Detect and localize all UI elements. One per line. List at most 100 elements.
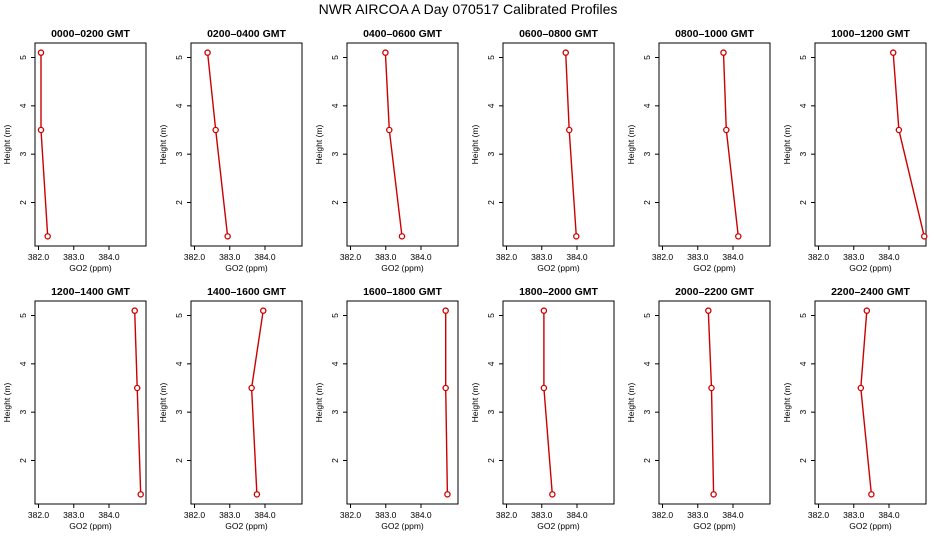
panel-7-data-point	[131, 307, 138, 314]
panel-7-y-tick-label: 3	[18, 410, 28, 415]
panel-8-x-tick-label: 382.0	[184, 510, 206, 520]
panel-9-data-point	[444, 491, 451, 498]
panel-1-y-tick-label: 5	[18, 55, 28, 60]
panel-10-plot-frame	[502, 300, 615, 505]
panel-3-x-tick-label: 383.0	[375, 252, 397, 262]
panel-3-x-tick-label: 384.0	[410, 252, 432, 262]
panel-7-y-axis-label: Height (m)	[2, 383, 12, 423]
panel-11-y-tick-label: 2	[642, 458, 652, 463]
panel-12-data-point	[868, 491, 875, 498]
panel-6-y-tick-label: 2	[798, 200, 808, 205]
panel-10-x-axis-label: GO2 (ppm)	[537, 521, 580, 531]
panel-3-y-axis-label: Height (m)	[314, 125, 324, 165]
panel-2-data-point	[212, 126, 219, 134]
panel-9-series-line	[445, 310, 449, 495]
panel-8-y-tick-label: 3	[174, 410, 184, 415]
panel-11-y-tick-label: 3	[642, 410, 652, 415]
panel-10-y-tick-label: 2	[486, 458, 496, 463]
panel-3-plot-frame	[346, 42, 459, 247]
panel-4-data-point	[573, 233, 580, 240]
panel-10-data-point	[549, 491, 556, 498]
panel-11-y-tick-label: 4	[642, 361, 652, 366]
panel-8-title: 1400–1600 GMT	[207, 286, 286, 298]
panel-9-plot-frame	[346, 300, 459, 505]
panel-9-x-tick-label: 382.0	[340, 510, 362, 520]
panel-1-y-axis-label: Height (m)	[2, 125, 12, 165]
panel-12-x-tick-label: 384.0	[878, 510, 900, 520]
panel-1-plot-frame	[34, 42, 147, 247]
panel-10-y-tick-label: 5	[486, 313, 496, 318]
panel-6-y-tick-label: 5	[798, 55, 808, 60]
panel-3-y-tick-label: 4	[330, 103, 340, 108]
panel-5-y-tick-label: 3	[642, 152, 652, 157]
panel-8-data-point	[259, 307, 267, 314]
panel-8-data-point	[253, 491, 261, 498]
panel-4-x-tick-label: 382.0	[496, 252, 518, 262]
panel-10-x-tick-label: 383.0	[531, 510, 553, 520]
panel-4-x-axis-label: GO2 (ppm)	[537, 263, 580, 273]
panel-6-data-point	[889, 49, 897, 56]
panel-4-plot-frame	[502, 42, 615, 247]
panel-1-y-tick-label: 3	[18, 152, 28, 157]
panel-11-x-tick-label: 382.0	[652, 510, 674, 520]
panel-5-data-point	[720, 49, 727, 56]
panel-11-title: 2000–2200 GMT	[675, 286, 754, 298]
panel-2-x-axis-label: GO2 (ppm)	[225, 263, 268, 273]
panel-5-plot-frame	[658, 42, 771, 247]
panel-5-y-axis-label: Height (m)	[626, 125, 636, 165]
panel-6-x-tick-label: 382.0	[808, 252, 830, 262]
panel-10-x-tick-label: 382.0	[496, 510, 518, 520]
panel-6-y-tick-label: 4	[798, 103, 808, 108]
panel-7-x-axis-label: GO2 (ppm)	[69, 521, 112, 531]
panel-4-y-tick-label: 4	[486, 103, 496, 108]
panel-7-x-tick-label: 382.0	[28, 510, 50, 520]
panel-8-x-tick-label: 383.0	[219, 510, 241, 520]
panel-8-data-point	[248, 384, 255, 392]
panel-7-x-tick-label: 383.0	[63, 510, 85, 520]
panel-2-y-axis-label: Height (m)	[158, 125, 168, 165]
panel-4-y-tick-label: 2	[486, 200, 496, 205]
panel-1-series-line	[40, 52, 49, 237]
panel-12-y-axis-label: Height (m)	[782, 383, 792, 423]
panel-12-plot-frame	[814, 300, 927, 505]
panel-9-y-tick-label: 2	[330, 458, 340, 463]
panel-9-title: 1600–1800 GMT	[363, 286, 442, 298]
panel-5-x-tick-label: 382.0	[652, 252, 674, 262]
panel-9-y-axis-label: Height (m)	[314, 383, 324, 423]
panel-3-y-tick-label: 3	[330, 152, 340, 157]
panel-3-title: 0400–0600 GMT	[363, 28, 442, 40]
panel-10-title: 1800–2000 GMT	[519, 286, 598, 298]
panel-1-data-point	[37, 49, 45, 56]
panel-12-y-tick-label: 5	[798, 313, 808, 318]
panel-9-y-tick-label: 3	[330, 410, 340, 415]
panel-3-x-axis-label: GO2 (ppm)	[381, 263, 424, 273]
panel-7-data-point	[133, 384, 141, 392]
panel-2-y-tick-label: 3	[174, 152, 184, 157]
panel-12-data-point	[857, 384, 865, 392]
panel-7-y-tick-label: 2	[18, 458, 28, 463]
panel-10-series-line	[543, 310, 553, 495]
panel-3-series-line	[384, 52, 403, 237]
panel-4-y-tick-label: 5	[486, 55, 496, 60]
panel-2-plot-frame	[190, 42, 303, 247]
panel-2-y-tick-label: 4	[174, 103, 184, 108]
panel-5-data-point	[735, 233, 742, 240]
panel-5-series-line	[722, 52, 739, 237]
panel-8-x-tick-label: 384.0	[254, 510, 276, 520]
panel-4-data-point	[565, 126, 573, 134]
panel-10-x-tick-label: 384.0	[566, 510, 588, 520]
panel-12-x-tick-label: 382.0	[808, 510, 830, 520]
panel-3-y-tick-label: 2	[330, 200, 340, 205]
panel-1-x-tick-label: 382.0	[28, 252, 50, 262]
panel-1-y-tick-label: 2	[18, 200, 28, 205]
panel-7-title: 1200–1400 GMT	[51, 286, 130, 298]
panel-5-y-tick-label: 2	[642, 200, 652, 205]
panel-7-data-point	[137, 491, 144, 498]
panel-12-data-point	[863, 307, 871, 314]
panel-11-x-tick-label: 384.0	[722, 510, 744, 520]
panel-4-series-line	[565, 52, 577, 237]
panel-5-data-point	[723, 126, 730, 134]
panel-4-data-point	[562, 49, 569, 56]
panel-3-data-point	[386, 126, 393, 134]
panel-5-y-tick-label: 4	[642, 103, 652, 108]
